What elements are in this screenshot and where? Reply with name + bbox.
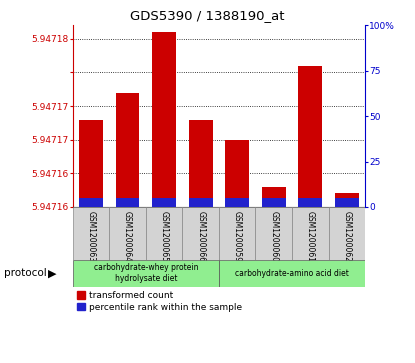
Bar (152, 32, 176, 207)
Bar (335, 198, 359, 207)
Bar (225, 198, 249, 207)
Bar (116, 93, 139, 207)
Bar (292, 207, 329, 260)
Bar (329, 207, 365, 260)
Bar (73, 207, 109, 260)
Text: GSM1200060: GSM1200060 (269, 211, 278, 262)
Bar (152, 198, 176, 207)
Bar (298, 66, 322, 207)
Text: protocol: protocol (4, 268, 47, 278)
Text: carbohydrate-whey protein
hydrolysate diet: carbohydrate-whey protein hydrolysate di… (93, 264, 198, 283)
Bar (189, 119, 212, 207)
Bar (262, 187, 286, 207)
Bar (335, 193, 359, 207)
Bar (262, 198, 286, 207)
Bar (116, 198, 139, 207)
Text: GSM1200059: GSM1200059 (233, 211, 242, 262)
Legend: transformed count, percentile rank within the sample: transformed count, percentile rank withi… (77, 291, 242, 311)
Bar (219, 207, 256, 260)
Text: carbohydrate-amino acid diet: carbohydrate-amino acid diet (235, 269, 349, 278)
Bar (189, 198, 212, 207)
Text: GSM1200064: GSM1200064 (123, 211, 132, 262)
Bar (219, 260, 365, 287)
Text: GSM1200063: GSM1200063 (86, 211, 95, 262)
Text: ▶: ▶ (48, 268, 56, 278)
Bar (109, 207, 146, 260)
Text: GSM1200062: GSM1200062 (342, 211, 352, 262)
Text: GSM1200066: GSM1200066 (196, 211, 205, 262)
Bar (225, 140, 249, 207)
Bar (79, 119, 103, 207)
Bar (256, 207, 292, 260)
Bar (79, 198, 103, 207)
Text: GSM1200061: GSM1200061 (306, 211, 315, 262)
Bar (298, 198, 322, 207)
Text: GDS5390 / 1388190_at: GDS5390 / 1388190_at (130, 9, 285, 22)
Bar (146, 207, 182, 260)
Text: GSM1200065: GSM1200065 (159, 211, 168, 262)
Bar (73, 260, 219, 287)
Bar (182, 207, 219, 260)
